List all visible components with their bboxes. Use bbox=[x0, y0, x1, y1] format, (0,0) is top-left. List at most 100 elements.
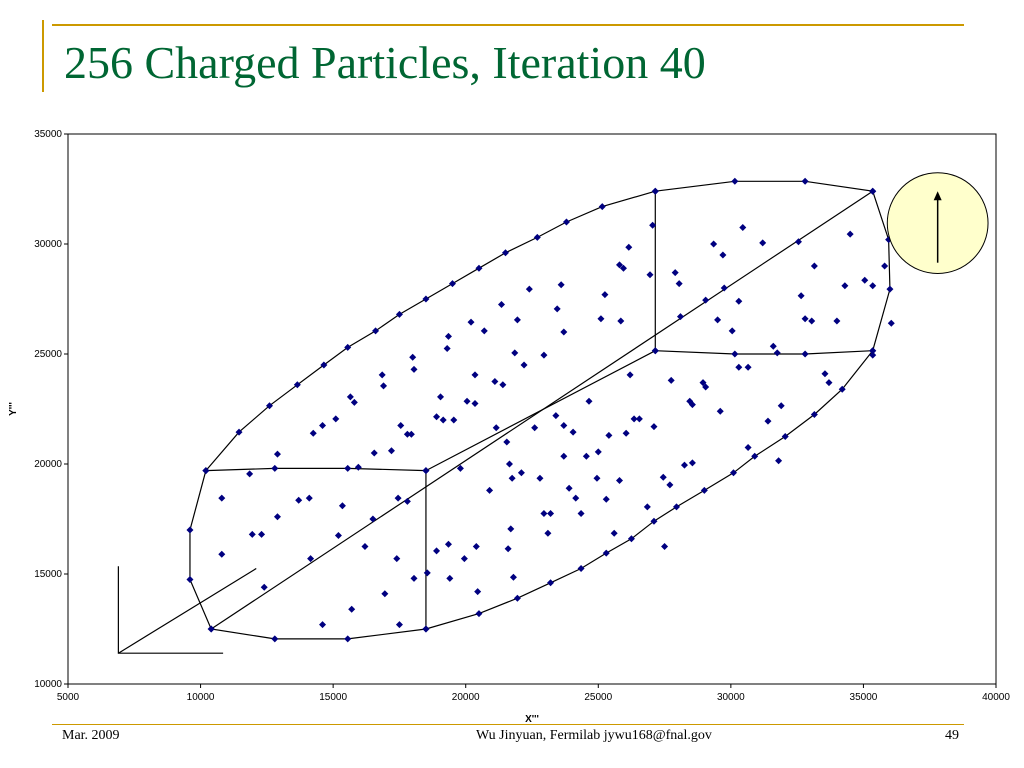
boundary-point bbox=[801, 177, 809, 185]
data-point bbox=[332, 415, 340, 423]
data-point bbox=[833, 317, 841, 325]
boundary-point bbox=[475, 264, 483, 272]
data-point bbox=[471, 400, 479, 407]
data-point bbox=[739, 224, 747, 231]
data-point bbox=[446, 574, 454, 582]
data-point bbox=[702, 296, 710, 304]
data-point bbox=[369, 515, 377, 523]
data-point bbox=[463, 397, 471, 405]
x-tick-label: 5000 bbox=[57, 692, 80, 703]
data-point bbox=[472, 543, 480, 550]
data-point bbox=[630, 415, 638, 423]
data-point bbox=[409, 353, 417, 361]
data-point bbox=[593, 474, 601, 482]
data-point bbox=[714, 316, 722, 324]
data-point bbox=[728, 327, 736, 335]
partition-point bbox=[801, 350, 809, 358]
data-point bbox=[378, 371, 386, 379]
data-point bbox=[625, 243, 633, 251]
data-point bbox=[577, 510, 585, 517]
data-point bbox=[881, 262, 889, 270]
data-point bbox=[759, 239, 767, 247]
partition-point bbox=[344, 464, 352, 472]
data-point bbox=[508, 474, 516, 482]
data-point bbox=[491, 378, 499, 385]
data-point bbox=[552, 412, 560, 420]
data-point bbox=[395, 621, 403, 629]
data-point bbox=[397, 422, 405, 429]
data-point bbox=[735, 363, 743, 371]
data-point bbox=[346, 393, 354, 401]
y-tick-label: 15000 bbox=[34, 569, 62, 580]
x-axis-ticks: 5000 10000 15000 20000 25000 30000 35000 40000 bbox=[57, 684, 1010, 703]
data-point bbox=[471, 371, 479, 379]
data-point bbox=[218, 494, 226, 502]
title-side-rule bbox=[42, 20, 44, 92]
data-point bbox=[498, 301, 506, 308]
data-point bbox=[560, 452, 568, 460]
data-point bbox=[671, 269, 679, 277]
data-point bbox=[617, 317, 625, 325]
x-tick-label: 15000 bbox=[319, 692, 347, 703]
footer-author: Wu Jinyuan, Fermilab jywu168@fnal.gov bbox=[476, 728, 712, 743]
data-point bbox=[688, 459, 696, 467]
boundary-point bbox=[650, 517, 658, 525]
y-tick-label: 20000 bbox=[34, 459, 62, 470]
data-point bbox=[716, 407, 724, 415]
data-point bbox=[319, 621, 327, 629]
y-tick-label: 25000 bbox=[34, 349, 62, 360]
data-point bbox=[499, 381, 507, 389]
indicator-arrow-head bbox=[933, 191, 942, 201]
data-point bbox=[370, 449, 378, 457]
boundary-point bbox=[422, 295, 430, 303]
data-point bbox=[775, 457, 783, 465]
x-tick-label: 35000 bbox=[850, 692, 878, 703]
data-point bbox=[443, 345, 451, 352]
data-point bbox=[387, 447, 395, 455]
data-point bbox=[773, 349, 781, 357]
x-tick-label: 10000 bbox=[187, 692, 215, 703]
data-point bbox=[467, 318, 475, 326]
data-point bbox=[511, 349, 519, 357]
data-point bbox=[869, 282, 877, 290]
data-point bbox=[410, 574, 418, 582]
boundary-point bbox=[513, 594, 521, 602]
data-point bbox=[218, 550, 226, 558]
data-point bbox=[688, 401, 696, 409]
data-point bbox=[486, 486, 494, 494]
y-axis-ticks: 10000 15000 20000 25000 30000 35000 bbox=[34, 129, 68, 690]
boundary-point bbox=[344, 635, 352, 643]
data-point bbox=[846, 230, 854, 238]
data-point bbox=[407, 430, 415, 438]
data-point bbox=[307, 555, 315, 563]
boundary-point bbox=[235, 428, 243, 436]
boundary-point bbox=[781, 433, 789, 440]
data-point bbox=[361, 543, 369, 550]
data-point bbox=[460, 555, 468, 563]
data-points bbox=[186, 177, 895, 643]
data-point bbox=[509, 573, 517, 581]
boundary-point bbox=[293, 381, 301, 389]
data-point bbox=[553, 305, 561, 313]
data-point bbox=[560, 328, 568, 336]
data-point bbox=[273, 450, 281, 458]
data-point bbox=[513, 316, 521, 324]
y-axis-label: Y''' bbox=[8, 402, 19, 416]
data-point bbox=[450, 416, 458, 424]
boundary-point bbox=[266, 402, 274, 410]
footer-rule bbox=[52, 724, 964, 725]
data-point bbox=[444, 332, 452, 340]
data-point bbox=[676, 313, 684, 321]
boundary-point bbox=[547, 579, 555, 587]
boundary-point bbox=[730, 469, 738, 477]
data-point bbox=[380, 382, 388, 390]
data-point bbox=[841, 282, 849, 290]
boundary-point bbox=[448, 280, 456, 288]
data-point bbox=[505, 460, 513, 468]
partition-point bbox=[651, 347, 659, 355]
direction-indicator bbox=[886, 172, 989, 274]
data-point bbox=[439, 416, 447, 424]
data-point bbox=[540, 510, 548, 517]
data-point bbox=[710, 240, 718, 248]
